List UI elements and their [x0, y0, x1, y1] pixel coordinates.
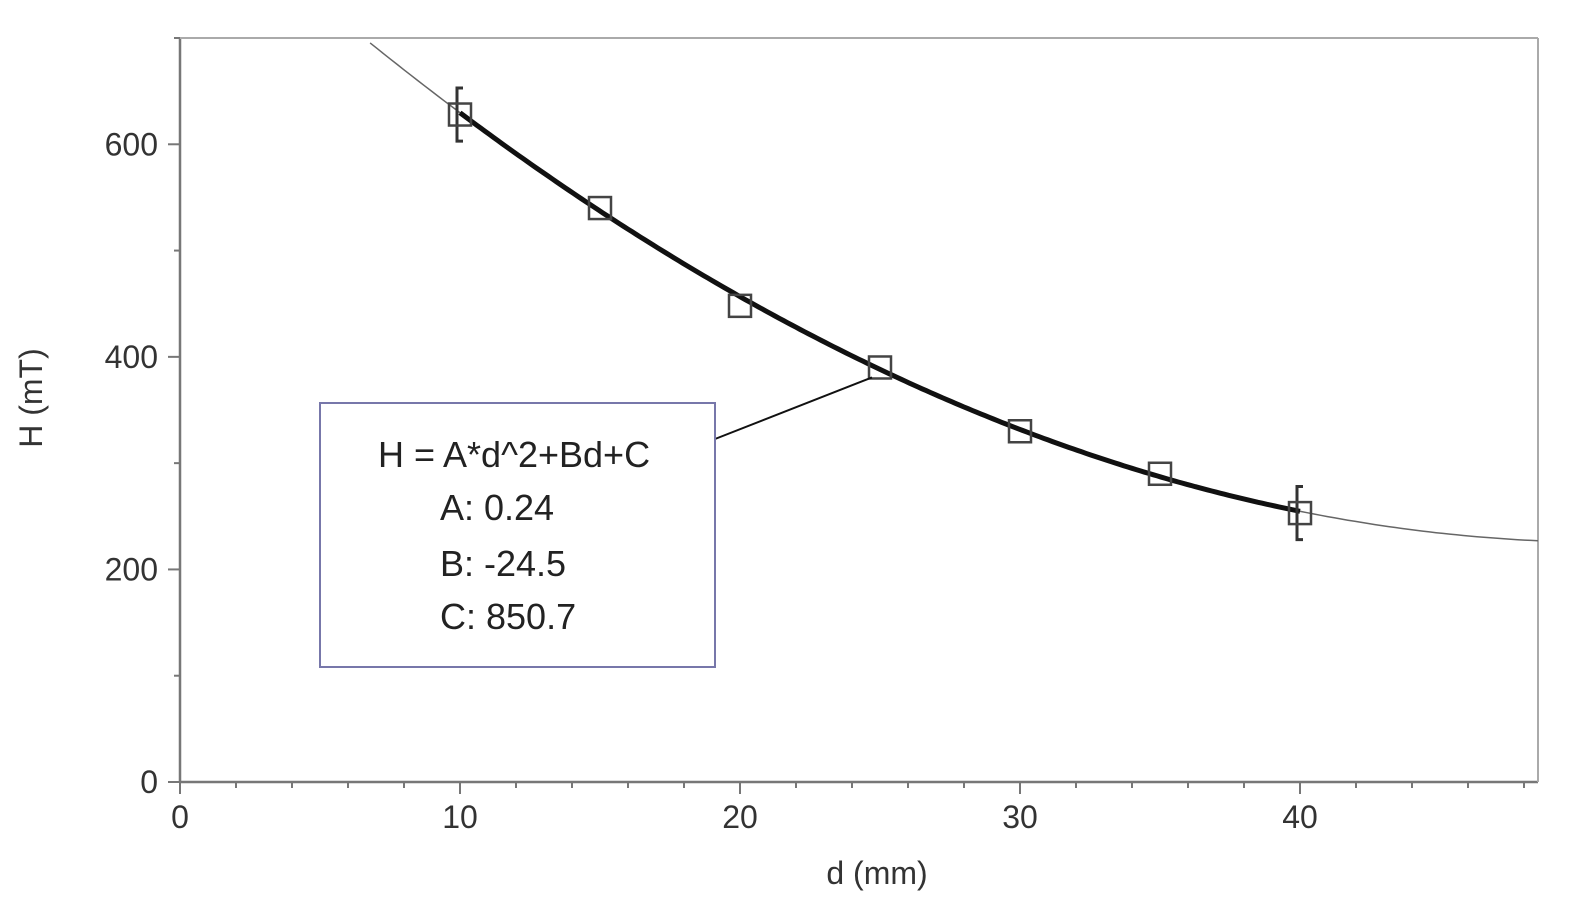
x-tick-label: 10	[442, 799, 478, 835]
x-tick-label: 20	[722, 799, 758, 835]
data-point	[867, 355, 893, 380]
error-bar	[1295, 485, 1303, 542]
x-tick-label: 0	[171, 799, 189, 835]
data-point	[587, 195, 613, 221]
y-tick-labels: 0 200 400 600	[105, 126, 158, 800]
fit-param-c: C: 850.7	[440, 596, 576, 637]
axis-ticks	[168, 37, 1525, 794]
data-point	[1147, 461, 1173, 487]
error-bars	[455, 86, 1303, 542]
y-tick-label: 0	[140, 764, 158, 800]
x-tick-labels: 0 10 20 30 40	[171, 799, 1318, 835]
y-tick-label: 400	[105, 339, 158, 375]
y-axis-title: H (mT)	[13, 348, 49, 448]
data-point	[1007, 419, 1033, 444]
fit-curve	[458, 110, 1301, 514]
x-tick-label: 30	[1002, 799, 1038, 835]
fit-param-a: A: 0.24	[440, 487, 554, 528]
fit-param-b: B: -24.5	[440, 543, 566, 584]
data-point	[1287, 500, 1313, 526]
annotation-leader-line	[714, 376, 873, 440]
x-tick-label: 40	[1282, 799, 1318, 835]
x-axis-title: d (mm)	[826, 855, 927, 891]
error-bar	[455, 86, 463, 143]
data-point	[727, 293, 753, 319]
fit-curves	[369, 42, 1539, 542]
fit-annotation-box	[319, 402, 716, 668]
y-tick-label: 600	[105, 126, 158, 162]
y-tick-label: 200	[105, 551, 158, 587]
fit-equation: H = A*d^2+Bd+C	[378, 434, 650, 475]
data-point	[447, 102, 473, 127]
data-points	[447, 102, 1313, 526]
